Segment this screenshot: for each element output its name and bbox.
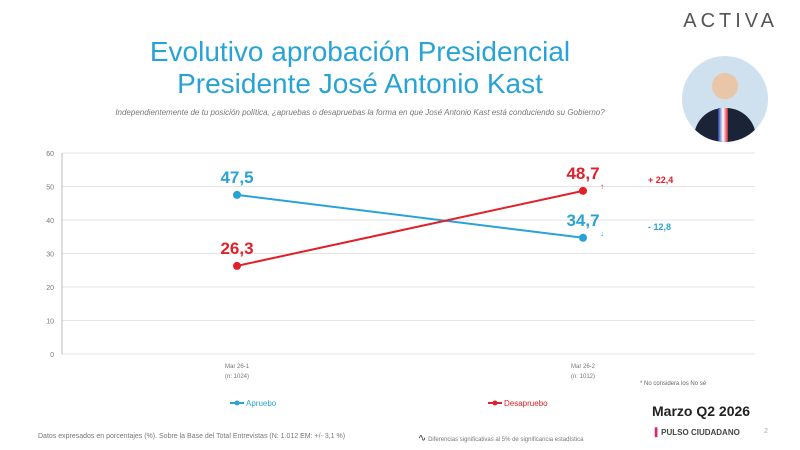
page-title: Evolutivo aprobación Presidencial Presid… — [0, 36, 720, 100]
series-line-apruebo — [236, 193, 584, 239]
x-tick-label: Mar 26-1 — [225, 364, 250, 370]
y-tick-label: 10 — [46, 319, 54, 326]
activa-logo: ACTIVA — [683, 10, 778, 32]
president-photo — [682, 56, 768, 142]
title-line-2: Presidente José Antonio Kast — [177, 68, 543, 99]
significance-arrow: ↑ — [600, 182, 604, 191]
data-point — [233, 190, 241, 199]
significance-arrow: ↓ — [600, 229, 604, 238]
y-tick-label: 0 — [50, 352, 54, 359]
footer-base-note: Datos expresados en porcentajes (%). Sob… — [38, 433, 346, 440]
data-point — [579, 233, 587, 242]
data-label: 48,7 — [566, 164, 599, 183]
significance-icon: ∿ — [418, 433, 427, 444]
change-label: - 12,8 — [648, 222, 671, 232]
footnote: * No considera los No sé — [640, 381, 707, 387]
pulso-ciudadano-logo: ▍PULSO CIUDADANO — [655, 428, 740, 437]
data-label: 47,5 — [220, 168, 253, 187]
x-tick-sublabel: (n: 1024) — [225, 374, 249, 380]
y-tick-label: 30 — [46, 252, 54, 259]
change-label: + 22,4 — [648, 175, 673, 185]
legend-marker — [234, 400, 240, 406]
approval-chart: 0 10 20 30 40 50 60 Mar 26-1 (n: 1024) Mar 26-2 (n… — [46, 151, 755, 408]
legend-marker — [492, 400, 498, 406]
title-line-1: Evolutivo aprobación Presidencial — [149, 36, 571, 67]
data-label: 26,3 — [220, 239, 253, 258]
series-line-desapruebo — [236, 189, 584, 267]
data-label: 34,7 — [566, 211, 599, 230]
y-tick-label: 40 — [46, 218, 54, 225]
legend-label: Desapruebo — [504, 399, 548, 408]
significance-text: Diferencias significativas al 5% de sign… — [428, 437, 584, 443]
y-tick-label: 50 — [46, 185, 54, 192]
data-point — [579, 186, 587, 195]
data-point — [233, 261, 241, 270]
survey-question: Independientemente de tu posición políti… — [115, 108, 605, 117]
period-label: Marzo Q2 2026 — [652, 403, 751, 419]
page-number: 2 — [764, 428, 768, 435]
x-tick-sublabel: (n: 1012) — [571, 374, 595, 380]
y-tick-label: 20 — [46, 285, 54, 292]
bars-icon: ▍ — [655, 428, 662, 437]
y-tick-label: 60 — [46, 151, 54, 158]
legend-label: Apruebo — [246, 399, 277, 408]
x-tick-label: Mar 26-2 — [571, 364, 596, 370]
footer-significance-note: ∿ Diferencias significativas al 5% de si… — [418, 433, 583, 444]
